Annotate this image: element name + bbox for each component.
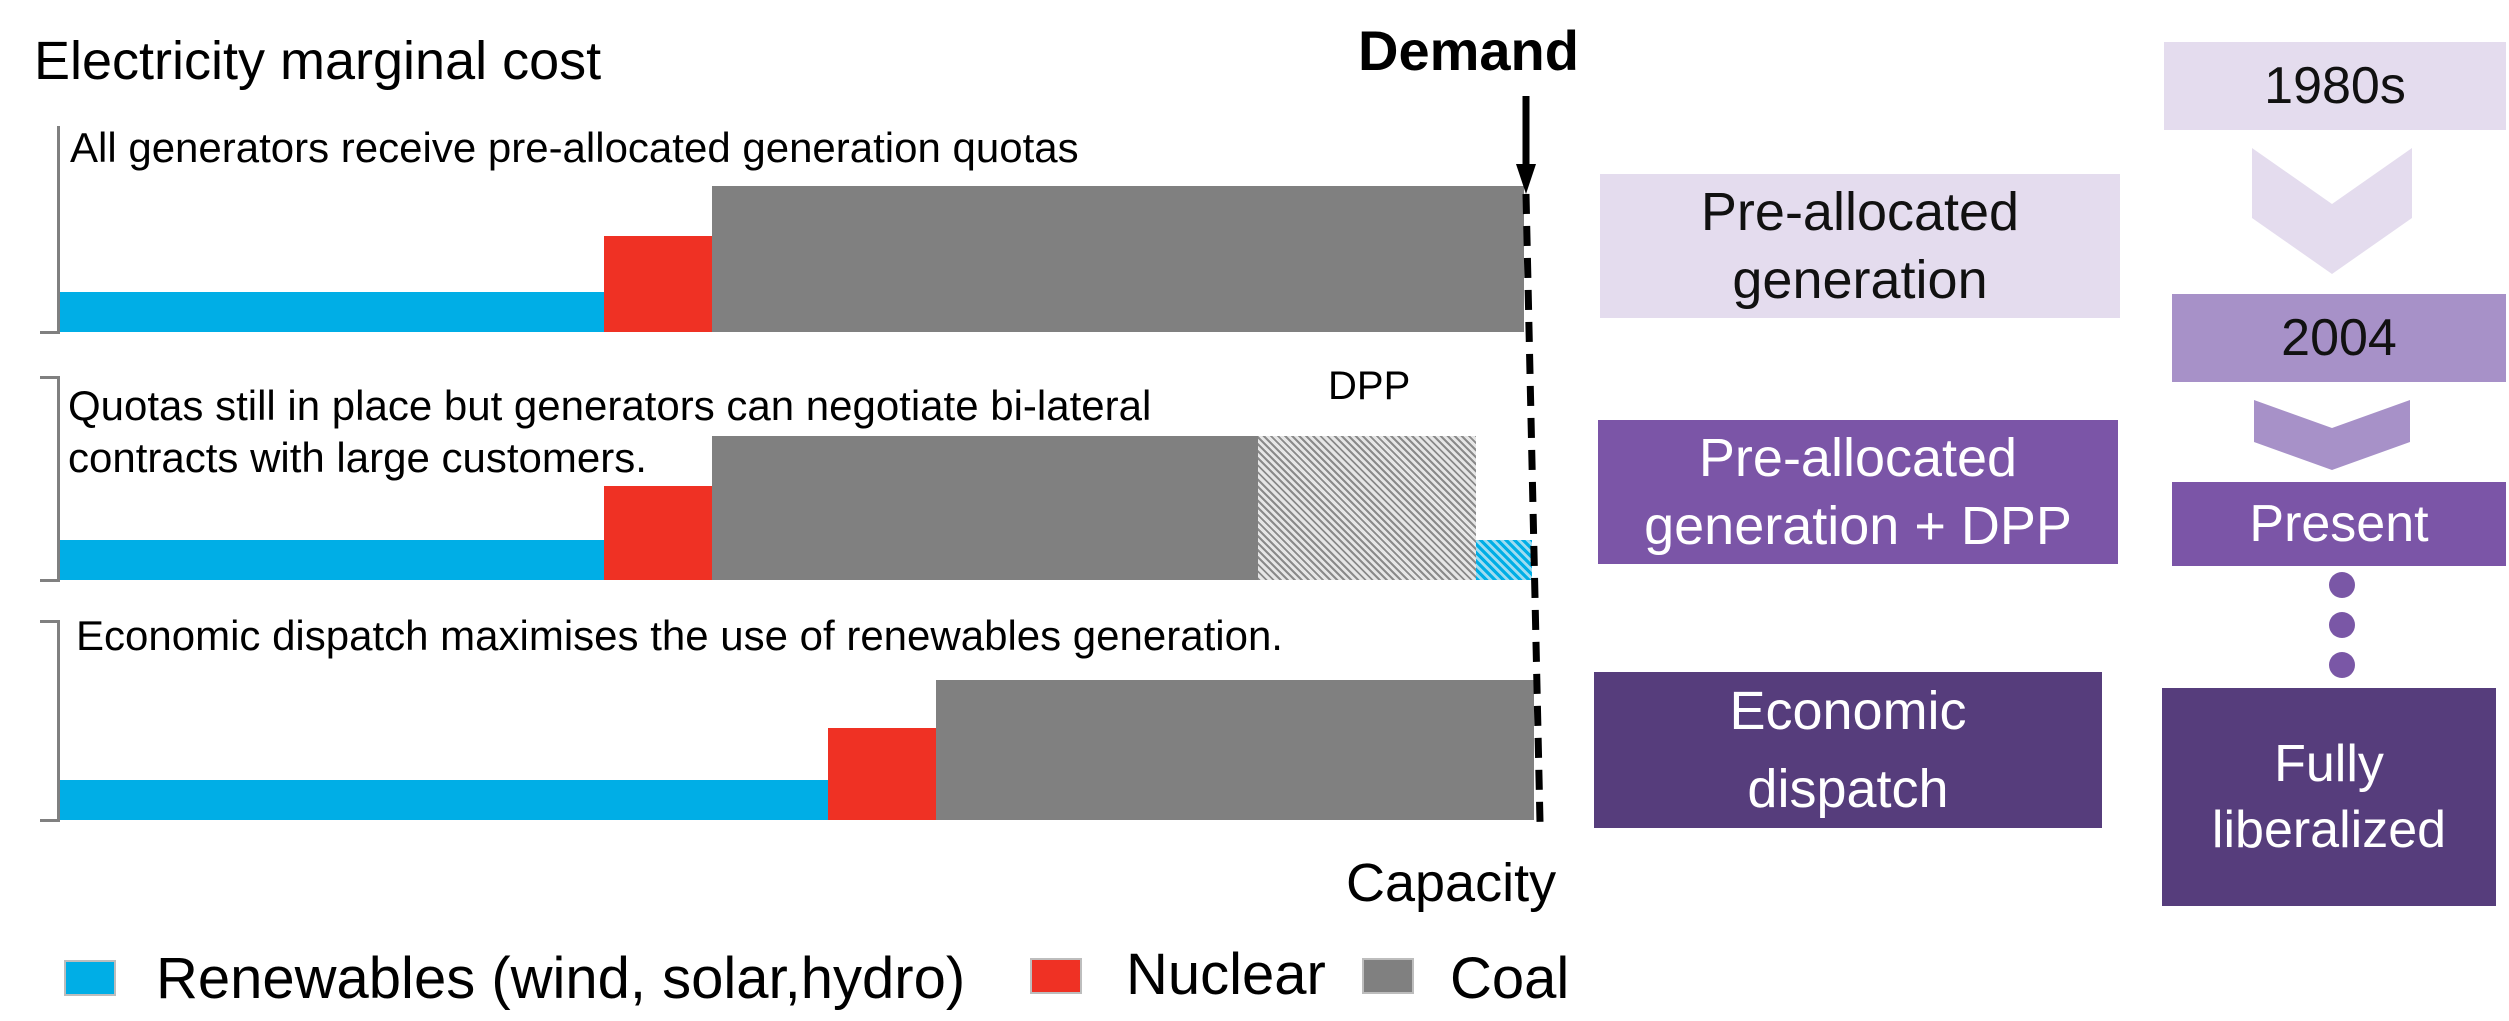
timeline4-line2: liberalized xyxy=(2211,801,2447,859)
panel2-dpp-renewables-hatched-bar xyxy=(1476,540,1532,580)
stage1-line1: Pre-allocated xyxy=(1700,182,2020,242)
demand-line xyxy=(1516,96,1544,823)
timeline-dot-1 xyxy=(2329,572,2355,598)
panel1-tick xyxy=(40,331,60,334)
panel1-caption: All generators receive pre-allocated gen… xyxy=(70,124,1079,171)
chart-title: Electricity marginal cost xyxy=(34,31,602,91)
panel2-nuclear-bar xyxy=(604,486,712,580)
panel2-coal-bar xyxy=(712,436,1258,580)
legend-renewables-swatch xyxy=(64,960,116,996)
panel2-y-axis xyxy=(57,376,60,582)
timeline-dot-3 xyxy=(2329,652,2355,678)
chevron-down-icon xyxy=(2254,400,2410,470)
stage2-line1: Pre-allocated xyxy=(1698,428,2018,488)
panel3-tick-top xyxy=(40,620,60,623)
stage3-line2: dispatch xyxy=(1747,759,1949,819)
timeline-dot-2 xyxy=(2329,612,2355,638)
legend-nuclear-swatch xyxy=(1030,958,1082,994)
stage-pre-allocated-generation: Pre-allocated generation xyxy=(1600,174,2120,318)
panel3-coal-bar xyxy=(936,680,1534,820)
legend-renewables-label: Renewables (wind, solar,hydro) xyxy=(156,946,966,1011)
dpp-label: DPP xyxy=(1328,364,1411,408)
panel3-tick xyxy=(40,819,60,822)
panel2-renewables-bar xyxy=(60,540,604,580)
timeline4-line1: Fully xyxy=(2274,735,2384,793)
timeline-fully-liberalized: Fully liberalized xyxy=(2162,688,2496,906)
panel1-nuclear-bar xyxy=(604,236,712,332)
chevron-down-icon xyxy=(2252,148,2412,274)
panel2-dpp-coal-hatched-bar xyxy=(1258,436,1476,580)
panel1-coal-bar xyxy=(712,186,1524,332)
demand-dashed-line xyxy=(1522,193,1544,823)
demand-arrow-head xyxy=(1516,164,1536,194)
legend-nuclear-label: Nuclear xyxy=(1126,942,1326,1007)
stage-pre-allocated-generation-dpp: Pre-allocated generation + DPP xyxy=(1598,420,2118,564)
timeline-chevron-2 xyxy=(2254,400,2410,470)
timeline-present: Present xyxy=(2172,482,2506,566)
panel1-renewables-bar xyxy=(60,292,604,332)
panel2-caption-line2: contracts with large customers. xyxy=(68,434,647,481)
stage1-line2: generation xyxy=(1732,250,1988,310)
panel2-caption-line1: Quotas still in place but generators can… xyxy=(68,382,1152,429)
panel3-caption: Economic dispatch maximises the use of r… xyxy=(76,612,1283,659)
timeline-2004: 2004 xyxy=(2172,294,2506,382)
panel1-y-axis xyxy=(57,126,60,334)
stage3-line1: Economic xyxy=(1729,681,1967,741)
panel3-nuclear-bar xyxy=(828,728,936,820)
panel2-tick-top xyxy=(40,376,60,379)
legend-coal-label: Coal xyxy=(1450,946,1570,1011)
panel3-y-axis xyxy=(57,620,60,822)
stage-economic-dispatch: Economic dispatch xyxy=(1594,672,2102,828)
x-axis-label: Capacity xyxy=(1346,853,1557,913)
demand-label: Demand xyxy=(1358,19,1579,82)
panel3-renewables-bar xyxy=(60,780,828,820)
legend-coal-swatch xyxy=(1362,958,1414,994)
panel2-tick xyxy=(40,579,60,582)
timeline-1980s: 1980s xyxy=(2164,42,2506,130)
stage2-line2: generation + DPP xyxy=(1644,496,2072,556)
timeline-chevron-1 xyxy=(2252,148,2412,274)
